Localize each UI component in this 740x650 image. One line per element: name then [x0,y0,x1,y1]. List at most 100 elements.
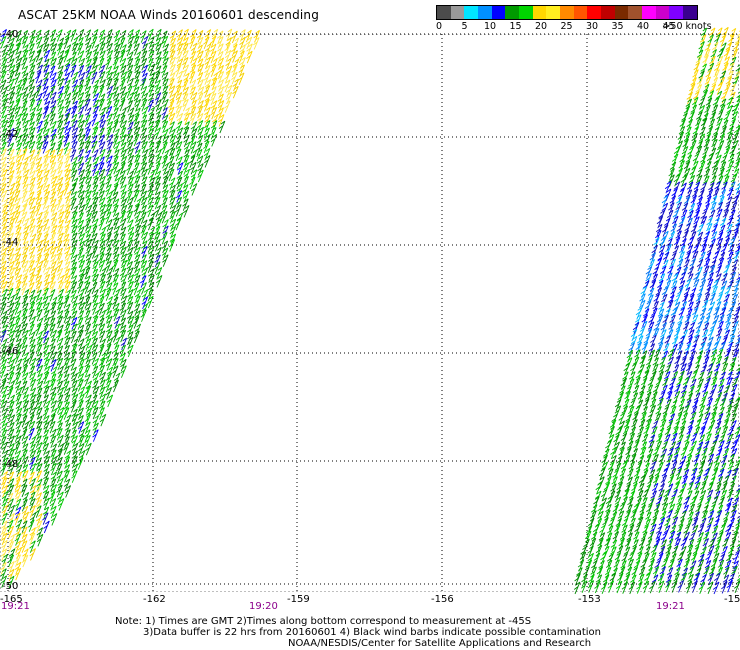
wind-barb [175,190,183,203]
wind-barb [169,93,177,106]
wind-barb [695,54,703,68]
wind-barb [62,233,70,247]
wind-barb [64,198,71,211]
wind-barb [8,435,15,448]
wind-barb [84,140,92,154]
wind-barb [15,338,22,351]
wind-barb [35,274,42,288]
wind-barb [63,63,71,77]
wind-barb [43,225,51,239]
wind-barb [21,464,29,477]
wind-barb [13,189,21,203]
wind-barb [28,471,35,485]
wind-barb [732,132,739,145]
wind-barb [666,237,673,251]
wind-barb [105,275,113,288]
wind-barb [84,149,92,163]
wind-barb [71,42,79,56]
wind-barb [210,64,217,77]
wind-barb [98,98,105,112]
wind-barb [183,112,191,126]
wind-barb [77,156,84,169]
wind-barb [92,288,99,302]
wind-barb [35,343,43,357]
wind-barb [29,92,37,106]
wind-barb [162,219,169,232]
wind-barb [169,233,177,247]
latitude-label: -46 [2,346,18,357]
wind-barb [20,211,28,224]
wind-barb [154,140,162,154]
wind-barb [685,154,693,168]
wind-barb [70,275,78,288]
wind-barb [43,58,50,72]
wind-barb [719,70,727,83]
wind-barb [70,429,77,443]
wind-barb [196,155,204,168]
legend-swatch [614,6,629,19]
legend-tick-label: 20 [534,21,548,32]
wind-barb [1,484,9,498]
wind-barb [0,394,7,407]
wind-barb [1,385,8,399]
wind-barb [99,240,106,253]
wind-barb [679,154,686,167]
wind-barb [696,287,704,300]
wind-barb [217,93,224,107]
wind-barb [678,125,686,139]
wind-barb [77,329,84,343]
wind-barb [43,365,51,379]
wind-barb [35,520,43,533]
wind-barb [672,209,680,222]
wind-barb [15,393,22,406]
wind-barb [632,321,640,335]
wind-barb [91,268,99,282]
wind-barb [147,99,154,112]
wind-barb [35,49,42,63]
wind-barb [8,197,15,210]
wind-barb [8,568,15,582]
wind-barb [120,253,128,266]
wind-barb [638,328,645,341]
wind-barb [64,414,72,427]
wind-barb [14,247,21,260]
wind-barb [182,175,189,189]
wind-barb [78,338,85,351]
wind-barb [15,232,22,245]
latitude-label: -44 [2,237,18,248]
wind-barb [63,310,70,323]
wind-barb [196,120,204,133]
wind-barb [112,65,119,79]
wind-barb [35,352,43,366]
wind-barb [22,329,29,343]
wind-barb [716,348,724,362]
wind-barb [204,43,212,56]
wind-barb [217,71,225,84]
wind-barb [1,415,8,428]
wind-barb [182,205,190,218]
wind-barb [1,512,8,526]
wind-barb [126,100,134,113]
wind-barb [190,29,197,42]
wind-barb [21,128,29,141]
wind-barb [56,295,64,309]
wind-barb [15,57,23,70]
wind-barb [127,29,134,42]
wind-barb [169,44,176,57]
wind-barb [707,90,715,103]
wind-barb [71,119,78,133]
wind-barb [134,169,141,183]
wind-barb [71,36,79,50]
wind-barb [7,519,14,533]
wind-barb [176,162,184,175]
wind-barb [49,155,57,168]
wind-barb [140,119,148,133]
wind-barb [29,456,36,470]
wind-barb [239,44,247,57]
wind-barb [1,204,9,218]
wind-barb [662,224,669,237]
wind-barb [14,72,21,85]
wind-barb [711,104,719,117]
wind-barb [680,238,687,251]
wind-barb [29,443,36,457]
